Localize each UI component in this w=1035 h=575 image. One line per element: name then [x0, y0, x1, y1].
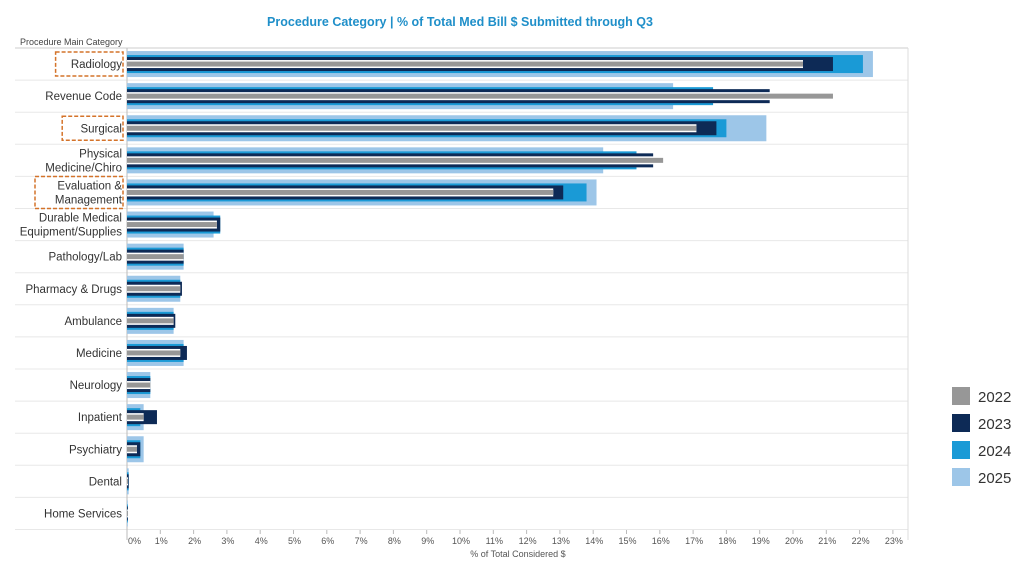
- x-tick-label: 18%: [718, 536, 736, 546]
- x-tick-label: 3%: [221, 536, 234, 546]
- legend-swatch-2024: [952, 441, 970, 459]
- bar-2022-durable-medical-equipment-supplies: [127, 222, 217, 227]
- x-tick-label: 22%: [852, 536, 870, 546]
- category-header: Procedure Main Category: [20, 37, 123, 47]
- chart-title: Procedure Category | % of Total Med Bill…: [267, 15, 653, 29]
- legend-label-2024: 2024: [978, 443, 1011, 460]
- x-tick-label: 1%: [155, 536, 168, 546]
- x-tick-label: 11%: [486, 536, 503, 546]
- x-tick-label: 7%: [355, 536, 368, 546]
- bar-2022-home-services: [127, 511, 128, 516]
- bar-2022-dental: [127, 479, 128, 484]
- category-label-pathology-lab: Pathology/Lab: [48, 252, 122, 264]
- legend-swatch-2025: [952, 468, 970, 486]
- bar-2022-physical-medicine-chiro: [127, 158, 663, 163]
- category-label-medicine: Medicine: [76, 348, 122, 360]
- category-label-psychiatry: Psychiatry: [69, 444, 122, 456]
- x-tick-label: 20%: [785, 536, 803, 546]
- category-label-revenue-code: Revenue Code: [45, 91, 122, 103]
- category-label-home-services: Home Services: [44, 508, 122, 520]
- bar-2022-pharmacy-drugs: [127, 286, 180, 291]
- bar-2022-evaluation-management: [127, 190, 553, 195]
- legend-label-2025: 2025: [978, 470, 1011, 487]
- legend-swatch-2023: [952, 414, 970, 432]
- category-label-ambulance: Ambulance: [64, 316, 122, 328]
- category-label-radiology: Radiology: [71, 59, 122, 71]
- x-tick-label: 16%: [652, 536, 670, 546]
- legend: 2022 2023 2024 2025: [952, 387, 1011, 487]
- category-label-surgical: Surgical: [80, 123, 122, 135]
- legend-swatch-2022: [952, 387, 970, 405]
- bar-2022-radiology: [127, 62, 803, 67]
- category-label-neurology: Neurology: [70, 380, 123, 392]
- x-tick-label: 17%: [685, 536, 703, 546]
- bar-2022-ambulance: [127, 318, 174, 323]
- x-axis: 0% 1% 2% 3% 4% 5% 6% 7% 8% 9% 10% 11% 12% 13% 14% 15% 16…: [127, 530, 903, 546]
- x-tick-label: 2%: [188, 536, 201, 546]
- x-tick-label: 10%: [452, 536, 470, 546]
- legend-label-2023: 2023: [978, 416, 1011, 433]
- x-tick-label: 4%: [255, 536, 268, 546]
- category-label-inpatient: Inpatient: [78, 412, 123, 424]
- bar-2022-neurology: [127, 383, 150, 388]
- x-tick-label: 19%: [752, 536, 770, 546]
- x-tick-label: 23%: [885, 536, 903, 546]
- category-label-dental: Dental: [89, 476, 122, 488]
- x-tick-label: 6%: [321, 536, 334, 546]
- category-label-evaluation-management: Evaluation & Management: [55, 180, 123, 206]
- category-label-pharmacy-drugs: Pharmacy & Drugs: [25, 284, 122, 296]
- x-tick-label: 5%: [288, 536, 301, 546]
- bar-2022-pathology-lab: [127, 254, 184, 259]
- x-tick-label: 15%: [618, 536, 636, 546]
- x-tick-label: 0%: [128, 536, 141, 546]
- x-tick-label: 14%: [585, 536, 603, 546]
- bar-2022-psychiatry: [127, 447, 137, 452]
- category-label-physical-medicine-chiro: Physical Medicine/Chiro: [45, 148, 122, 174]
- x-tick-label: 8%: [388, 536, 401, 546]
- x-tick-label: 12%: [519, 536, 537, 546]
- category-label-durable-medical-equipment-supplies: Durable Medical Equipment/Supplies: [20, 213, 123, 239]
- bar-2022-surgical: [127, 126, 696, 131]
- bar-2022-inpatient: [127, 415, 144, 420]
- x-tick-label: 13%: [552, 536, 570, 546]
- x-tick-label: 9%: [421, 536, 434, 546]
- bar-2022-revenue-code: [127, 94, 833, 99]
- category-labels: Radiology Revenue Code Surgical Physical Med…: [20, 52, 123, 520]
- bar-2022-medicine: [127, 350, 180, 355]
- bars: [127, 51, 873, 526]
- x-tick-label: 21%: [818, 536, 836, 546]
- legend-label-2022: 2022: [978, 389, 1011, 406]
- x-axis-title: % of Total Considered $: [470, 549, 565, 559]
